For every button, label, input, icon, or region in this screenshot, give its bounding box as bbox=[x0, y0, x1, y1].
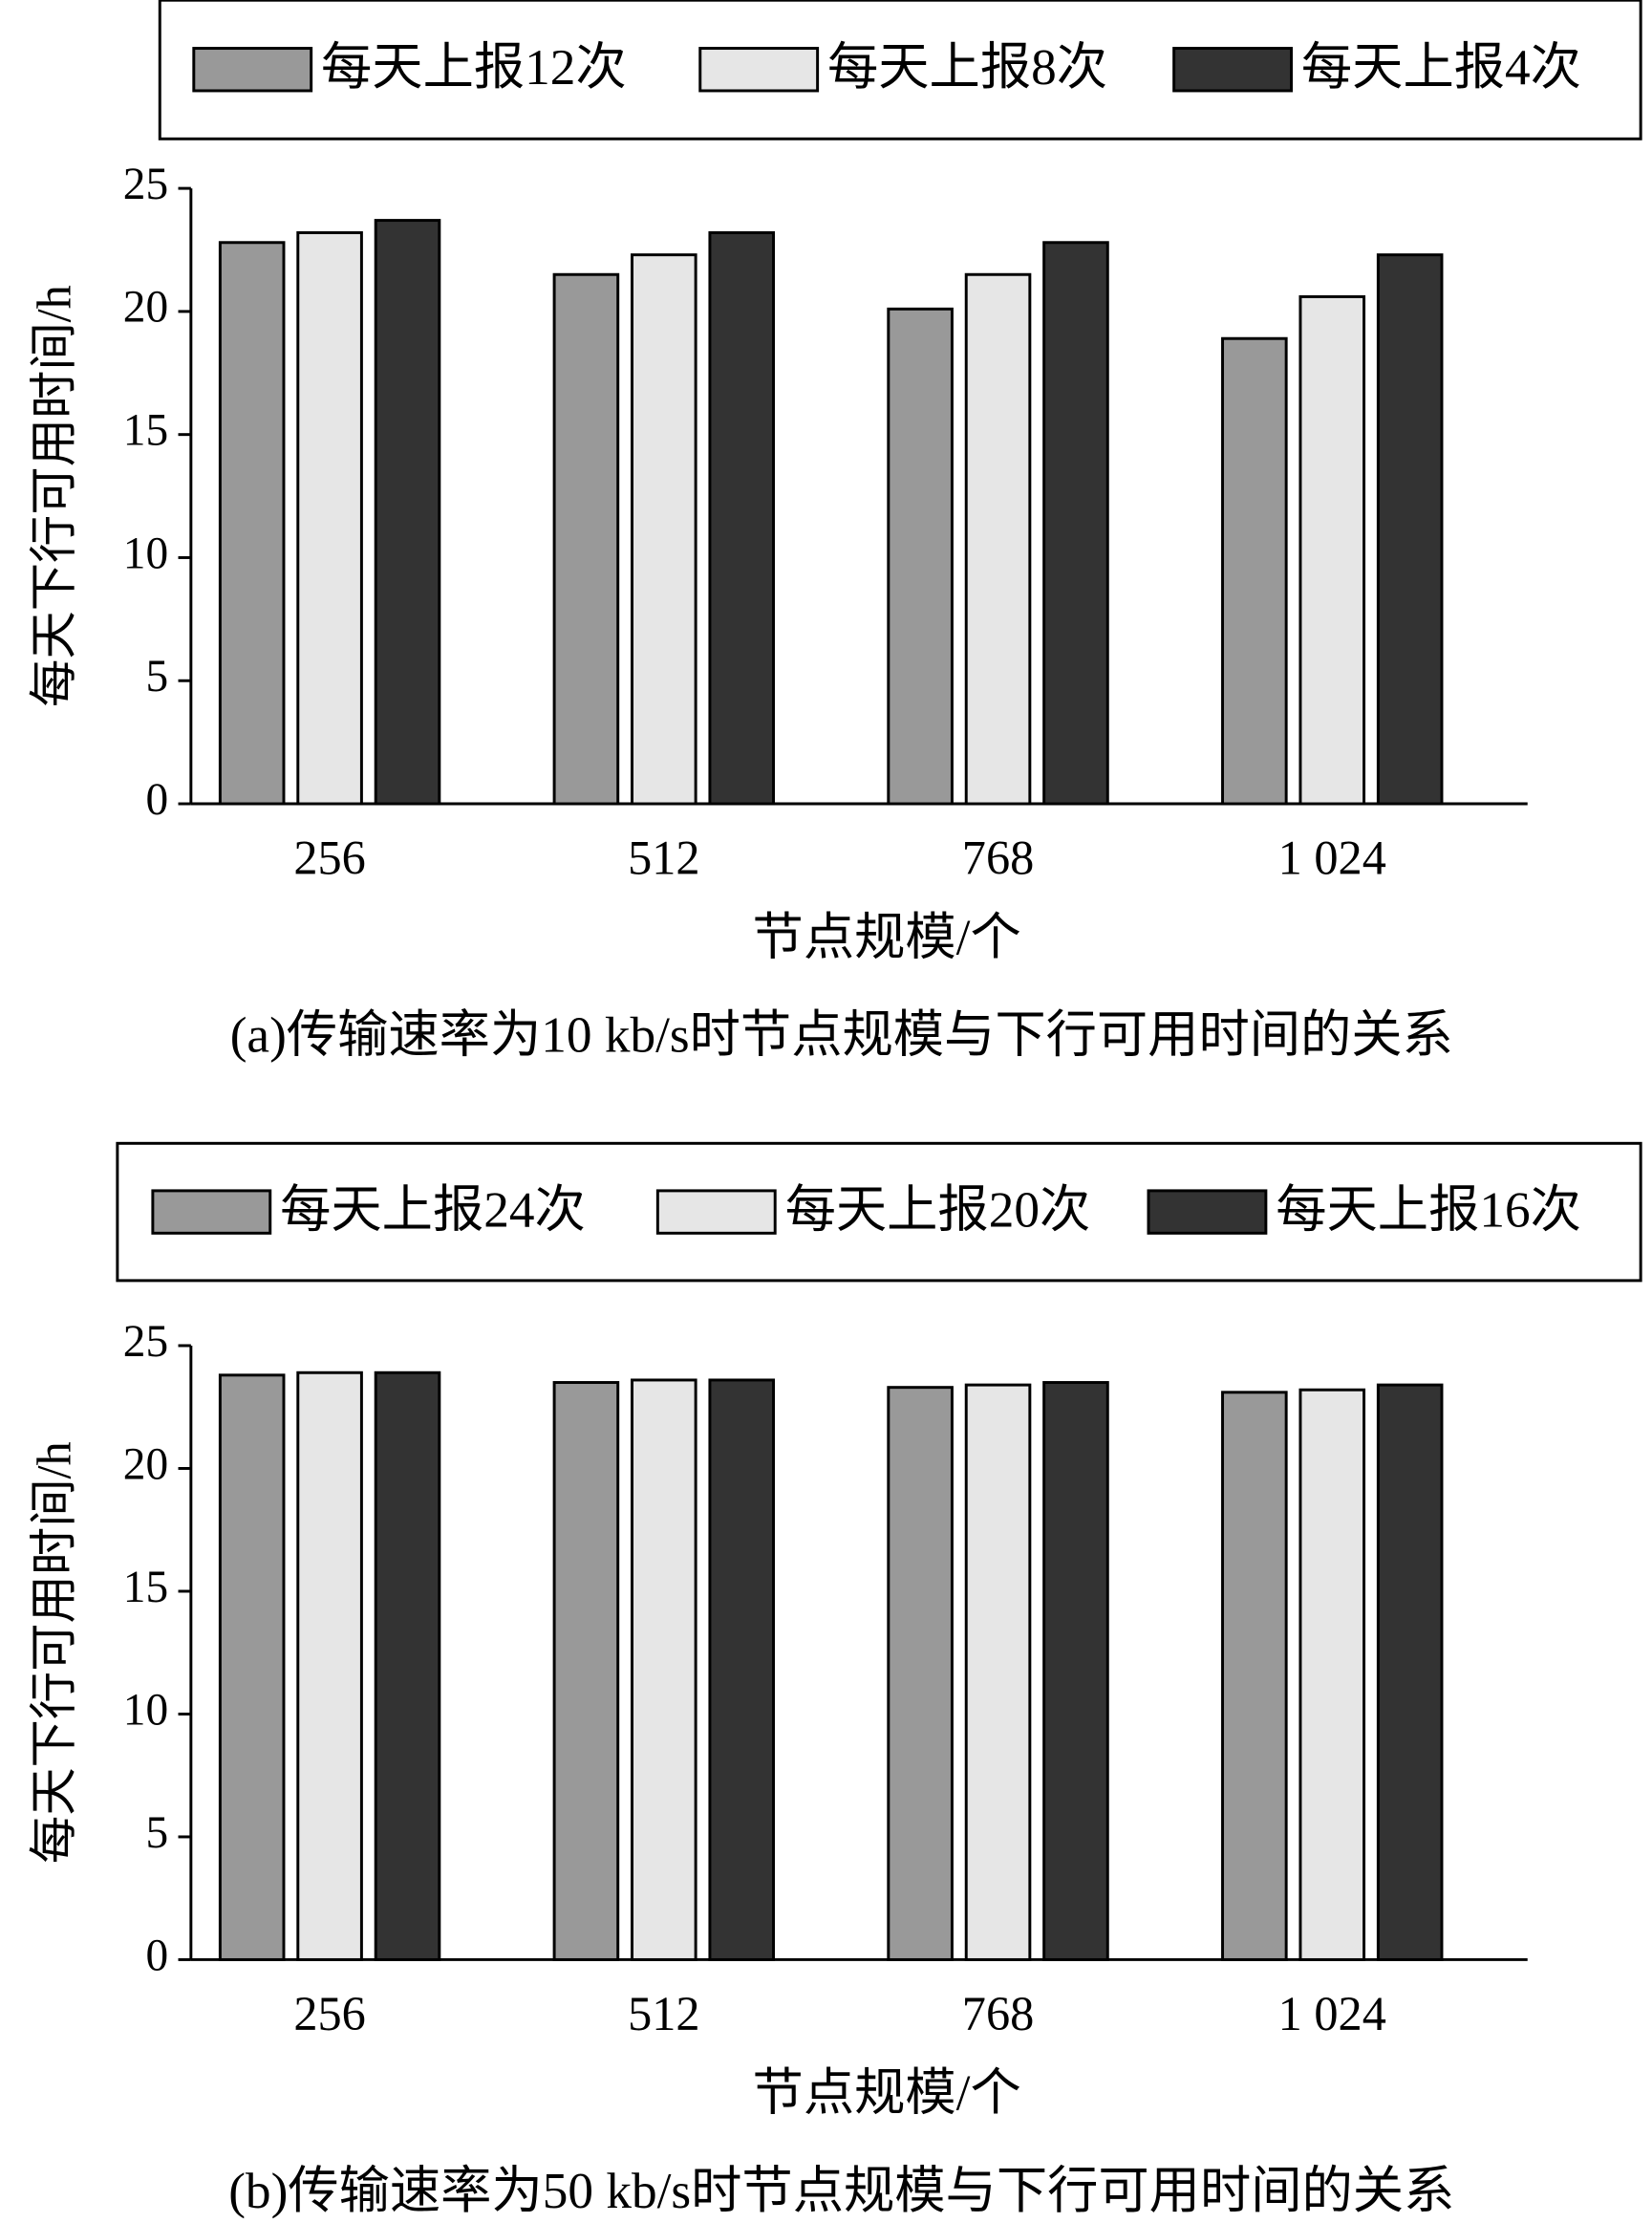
legend-swatch bbox=[192, 47, 313, 93]
bar bbox=[1298, 294, 1366, 806]
x-tick-label: 512 bbox=[628, 1987, 700, 2040]
bar bbox=[1042, 241, 1109, 806]
bar bbox=[296, 230, 363, 806]
legend-swatch bbox=[151, 1189, 272, 1235]
bar bbox=[887, 1386, 954, 1961]
bar bbox=[1221, 336, 1288, 806]
y-axis-label: 每天下行可用时间/h bbox=[28, 1441, 81, 1864]
legend-swatch bbox=[1172, 47, 1294, 93]
bar bbox=[552, 272, 620, 806]
bar bbox=[708, 1378, 776, 1961]
x-tick-label: 768 bbox=[962, 831, 1034, 885]
bar bbox=[218, 241, 286, 806]
caption: (a)传输速率为10 kb/s时节点规模与下行可用时间的关系 bbox=[230, 1006, 1453, 1063]
x-tick-label: 1 024 bbox=[1278, 1987, 1386, 2040]
y-tick-label: 25 bbox=[123, 1317, 168, 1367]
legend-label: 每天上报24次 bbox=[280, 1181, 586, 1238]
caption: (b)传输速率为50 kb/s时节点规模与下行可用时间的关系 bbox=[228, 2163, 1454, 2219]
x-axis-label: 节点规模/个 bbox=[753, 2065, 1021, 2122]
y-tick-label: 15 bbox=[123, 1563, 168, 1612]
y-tick-label: 5 bbox=[145, 1808, 168, 1858]
legend-box bbox=[116, 1141, 1642, 1283]
bar bbox=[887, 307, 954, 806]
y-tick-label: 5 bbox=[145, 652, 168, 701]
legend-box bbox=[158, 0, 1642, 140]
legend-label: 每天上报12次 bbox=[321, 39, 627, 96]
bar bbox=[218, 1373, 286, 1961]
x-tick-label: 1 024 bbox=[1278, 831, 1386, 885]
bar bbox=[1376, 1383, 1444, 1961]
bar bbox=[374, 1370, 441, 1961]
bar bbox=[708, 230, 776, 806]
y-tick-label: 0 bbox=[145, 1931, 168, 1980]
bar bbox=[1376, 253, 1444, 806]
y-tick-label: 10 bbox=[123, 529, 168, 578]
legend-swatch bbox=[1147, 1189, 1268, 1235]
bar bbox=[631, 1378, 697, 1961]
y-tick-label: 0 bbox=[145, 775, 168, 825]
bar bbox=[1298, 1388, 1366, 1961]
legend-swatch bbox=[655, 1189, 777, 1235]
legend-label: 每天上报8次 bbox=[827, 39, 1107, 96]
bar bbox=[1221, 1391, 1288, 1961]
bar bbox=[631, 253, 697, 806]
legend-swatch bbox=[698, 47, 820, 93]
y-tick-label: 20 bbox=[123, 1439, 168, 1489]
x-tick-label: 512 bbox=[628, 831, 700, 885]
y-tick-label: 25 bbox=[123, 160, 168, 209]
legend-label: 每天上报16次 bbox=[1276, 1181, 1581, 1238]
y-tick-label: 20 bbox=[123, 283, 168, 333]
y-tick-label: 15 bbox=[123, 406, 168, 456]
x-axis-label: 节点规模/个 bbox=[753, 909, 1021, 965]
bar bbox=[1042, 1381, 1109, 1961]
x-tick-label: 768 bbox=[962, 1987, 1034, 2040]
legend-label: 每天上报4次 bbox=[1301, 39, 1581, 96]
x-tick-label: 256 bbox=[293, 1987, 365, 2040]
legend-label: 每天上报20次 bbox=[785, 1181, 1091, 1238]
bar bbox=[296, 1370, 363, 1961]
x-tick-label: 256 bbox=[293, 831, 365, 885]
bar bbox=[374, 219, 441, 806]
y-tick-label: 10 bbox=[123, 1685, 168, 1735]
bar bbox=[964, 1383, 1032, 1961]
y-axis-label: 每天下行可用时间/h bbox=[28, 285, 81, 707]
bar bbox=[964, 272, 1032, 806]
bar bbox=[552, 1381, 620, 1961]
